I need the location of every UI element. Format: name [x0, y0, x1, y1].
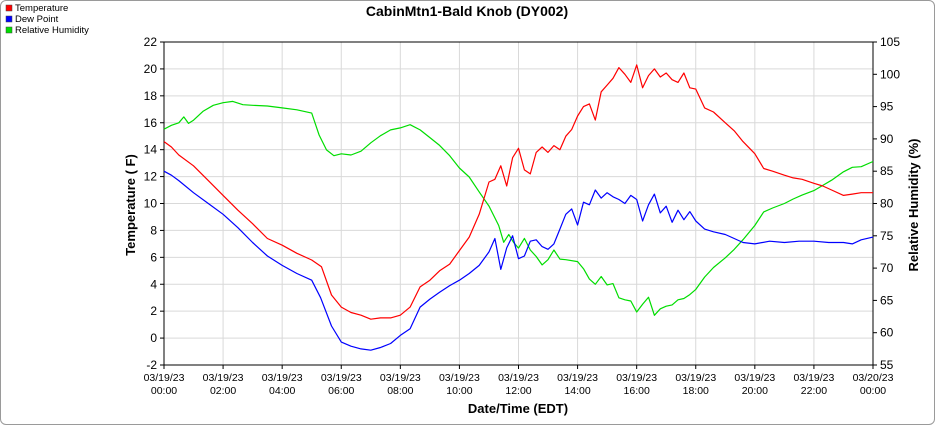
x-tick-date: 03/19/23 — [321, 372, 362, 384]
x-tick-time: 10:00 — [446, 385, 472, 397]
series-line-dew-point — [163, 170, 874, 351]
y2-tick-label: 75 — [880, 229, 894, 243]
y2-tick-label: 95 — [880, 100, 894, 114]
y-axis-left: -2 0 2 4 6 8 10 12 14 16 18 20 22 — [144, 35, 164, 372]
x-tick-time: 20:00 — [742, 385, 768, 397]
legend-swatch — [5, 26, 13, 34]
y-tick-label: 6 — [150, 250, 157, 264]
series-line-temperature — [163, 64, 873, 320]
x-tick-time: 08:00 — [387, 385, 413, 397]
x-tick-time: 00:00 — [151, 385, 177, 397]
x-tick-date: 03/19/23 — [557, 372, 598, 384]
x-tick-time: 02:00 — [210, 385, 236, 397]
x-tick-date: 03/19/23 — [793, 372, 834, 384]
x-tick-time: 18:00 — [683, 385, 709, 397]
x-tick-date: 03/19/23 — [498, 372, 539, 384]
y2-tick-label: 70 — [880, 261, 894, 275]
x-tick-date: 03/19/23 — [675, 372, 716, 384]
y-tick-label: 16 — [144, 116, 158, 130]
legend-label: Relative Humidity — [15, 25, 89, 36]
x-tick-time: 12:00 — [505, 385, 531, 397]
x-axis-title: Date/Time (EDT) — [468, 401, 568, 416]
y2-tick-label: 85 — [880, 164, 894, 178]
y2-tick-label: 105 — [880, 35, 900, 49]
x-tick-time: 04:00 — [269, 385, 295, 397]
x-tick-date: 03/19/23 — [262, 372, 303, 384]
y-tick-label: 14 — [144, 143, 158, 157]
y2-tick-label: 60 — [880, 326, 894, 340]
y-tick-label: 22 — [144, 35, 158, 49]
y-tick-label: 8 — [150, 223, 157, 237]
x-tick-date: 03/19/23 — [203, 372, 244, 384]
x-tick-date: 03/19/23 — [616, 372, 657, 384]
legend-label: Dew Point — [15, 14, 59, 25]
legend-swatch — [5, 15, 13, 23]
y-tick-label: 2 — [150, 304, 157, 318]
x-tick-date: 03/19/23 — [734, 372, 775, 384]
x-tick-date: 03/19/23 — [439, 372, 480, 384]
chart-title: CabinMtn1-Bald Knob (DY002) — [366, 3, 568, 19]
y-tick-label: 18 — [144, 89, 158, 103]
y-tick-label: 20 — [144, 62, 158, 76]
x-tick-date: 03/19/23 — [380, 372, 421, 384]
y2-tick-label: 100 — [880, 67, 900, 81]
legend-swatch — [5, 4, 13, 12]
y2-tick-label: 80 — [880, 197, 894, 211]
y-tick-label: 4 — [150, 277, 157, 291]
x-tick-date: 03/20/23 — [853, 372, 894, 384]
y2-tick-label: 55 — [880, 358, 894, 372]
y2-tick-label: 90 — [880, 132, 894, 146]
legend-label: Temperature — [15, 3, 68, 14]
x-tick-time: 16:00 — [624, 385, 650, 397]
y2-tick-label: 65 — [880, 293, 894, 307]
gridlines — [163, 41, 874, 366]
series-line-relative-humidity — [163, 100, 874, 316]
x-axis: 03/19/2300:0003/19/2302:0003/19/2304:000… — [144, 365, 894, 397]
x-tick-date: 03/19/23 — [144, 372, 185, 384]
y-tick-label: 12 — [144, 170, 158, 184]
x-tick-time: 00:00 — [860, 385, 886, 397]
y-axis-title-right: Relative Humidity (%) — [906, 139, 921, 272]
series-layer — [163, 64, 874, 351]
y-tick-label: 0 — [150, 331, 157, 345]
x-tick-time: 14:00 — [564, 385, 590, 397]
x-tick-time: 06:00 — [328, 385, 354, 397]
x-tick-time: 22:00 — [801, 385, 827, 397]
y-tick-label: 10 — [144, 197, 158, 211]
y-axis-title-left: Temperature ( F) — [123, 154, 138, 256]
y-tick-label: -2 — [146, 358, 157, 372]
y-axis-right: 55 60 65 70 75 80 85 90 95 100 105 — [873, 35, 900, 372]
